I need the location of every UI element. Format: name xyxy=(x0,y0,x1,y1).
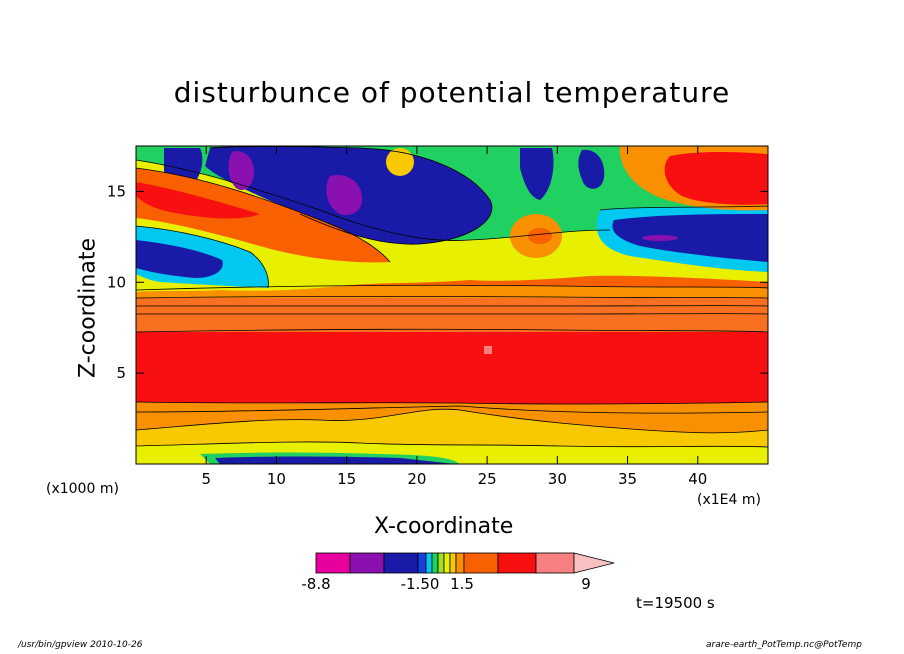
x-tick-label: 30 xyxy=(548,470,567,488)
x-tick-label: 35 xyxy=(618,470,637,488)
field-diagonal-orange xyxy=(136,168,390,263)
x-tick-label: 15 xyxy=(337,470,356,488)
colorbar-segment xyxy=(315,552,351,574)
field-yellow-blob xyxy=(386,148,414,176)
field-band-red xyxy=(136,329,768,405)
field-blue-column-2 xyxy=(520,148,554,200)
field-purple-streak xyxy=(642,235,678,241)
colorbar-label: -1.50 xyxy=(401,575,440,593)
colorbar-segment xyxy=(497,552,537,574)
colorbar-segment xyxy=(425,552,433,574)
colorbar-label: -8.8 xyxy=(301,575,330,593)
colorbar-extension-arrow xyxy=(573,552,615,574)
x-axis-unit: (x1E4 m) xyxy=(697,492,761,508)
field-blue-right xyxy=(612,214,768,262)
x-tick-label: 20 xyxy=(407,470,426,488)
y-axis-label: Z-coordinate xyxy=(75,238,101,378)
colorbar-segment xyxy=(437,552,445,574)
x-tick-label: 40 xyxy=(688,470,707,488)
x-axis-label: X-coordinate xyxy=(374,514,514,539)
y-tick-label: 10 xyxy=(107,273,126,291)
x-tick-label: 5 xyxy=(201,470,211,488)
y-axis-unit: (x1000 m) xyxy=(46,481,119,497)
colorbar-segment xyxy=(463,552,499,574)
field-top-right-red xyxy=(664,152,768,205)
colorbar-segment xyxy=(443,552,451,574)
colorbar-label: 1.5 xyxy=(450,575,474,593)
field-diagonal-red xyxy=(136,182,260,219)
footer-program-date: /usr/bin/gpview 2010-10-26 xyxy=(18,640,143,650)
field-pink-spot xyxy=(484,346,492,354)
x-axis-ticks: 5 10 15 20 25 30 35 40 xyxy=(201,146,707,488)
y-axis-ticks: 5 10 15 xyxy=(107,182,768,382)
field-orange-blob-core xyxy=(528,228,552,244)
colorbar-segment xyxy=(431,552,439,574)
field-purple-blob-1 xyxy=(326,174,363,216)
colorbar-segment xyxy=(449,552,457,574)
field-bottom-blue xyxy=(215,456,455,464)
footer-source-file: arare-earth_PotTemp.nc@PotTemp xyxy=(706,640,862,650)
field-blue-left xyxy=(136,240,223,278)
colorbar-segment xyxy=(535,552,575,574)
heatmap-field xyxy=(136,146,768,464)
x-tick-label: 25 xyxy=(478,470,497,488)
chart-title: disturbunce of potential temperature xyxy=(173,76,731,109)
colorbar-segment xyxy=(349,552,385,574)
x-tick-label: 10 xyxy=(267,470,286,488)
plot-frame xyxy=(135,145,769,465)
colorbar-segment xyxy=(383,552,419,574)
colorbar: -8.8 -1.50 1.5 9 xyxy=(301,552,615,593)
colorbar-segment xyxy=(417,552,427,574)
field-purple-blob-2 xyxy=(228,151,254,191)
y-tick-label: 5 xyxy=(116,364,126,382)
y-tick-label: 15 xyxy=(107,182,126,200)
colorbar-label: 9 xyxy=(581,575,591,593)
field-blue-column-3 xyxy=(578,149,605,189)
colorbar-segment xyxy=(455,552,465,574)
time-label: t=19500 s xyxy=(636,594,715,612)
